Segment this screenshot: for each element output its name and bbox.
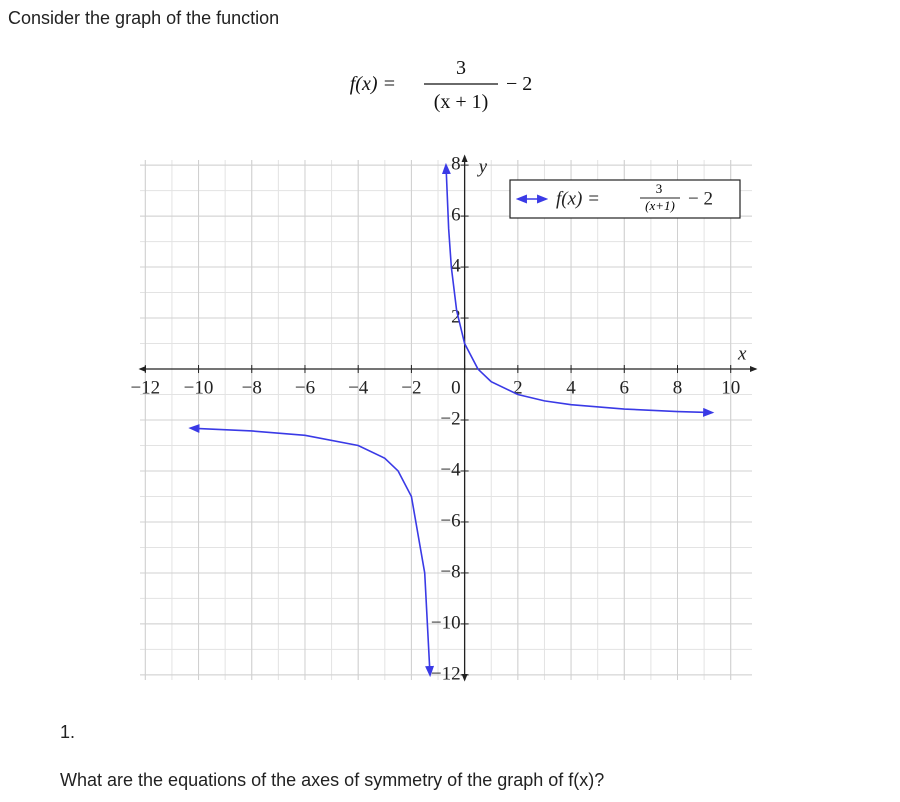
y-tick-label: 8 <box>451 153 461 174</box>
legend: f(x) = 3 (x+1) − 2 <box>509 179 741 219</box>
legend-numerator: 3 <box>656 181 663 196</box>
x-tick-label: 8 <box>673 377 683 398</box>
y-axis-label: y <box>477 156 488 177</box>
formula-numerator: 3 <box>456 57 466 79</box>
y-tick-label: −8 <box>440 561 460 582</box>
formula: f(x) = 3 (x + 1) − 2 <box>350 57 533 113</box>
function-curve <box>441 162 715 417</box>
question-text: What are the equations of the axes of sy… <box>60 770 604 790</box>
x-tick-label: −12 <box>130 377 160 398</box>
y-tick-label: −10 <box>431 612 461 633</box>
x-tick-label: −2 <box>401 377 421 398</box>
question-number: 1. <box>60 722 75 742</box>
legend-lhs: f(x) = <box>556 188 600 209</box>
x-tick-label: 10 <box>721 377 740 398</box>
x-tick-label: −10 <box>184 377 214 398</box>
x-tick-label: −4 <box>348 377 369 398</box>
y-tick-label: −2 <box>440 408 460 429</box>
formula-denominator: (x + 1) <box>434 91 489 113</box>
legend-denominator: (x+1) <box>645 198 675 213</box>
chart: −12 −10 −8 −6 −4 −2 0 2 4 6 8 10−12−10−8−6−4−22468x… <box>130 153 758 684</box>
x-tick-label: 4 <box>566 377 576 398</box>
legend-box <box>509 179 741 219</box>
formula-lhs: f(x) = <box>350 73 396 95</box>
formula-rest: − 2 <box>506 73 532 95</box>
function-curve <box>188 424 435 678</box>
x-tick-label: 0 <box>451 377 461 398</box>
legend-rest: − 2 <box>688 188 713 209</box>
x-axis-label: x <box>737 343 747 364</box>
intro-text: Consider the graph of the function <box>8 8 279 28</box>
y-tick-label: −4 <box>440 459 461 480</box>
x-tick-label: 6 <box>620 377 630 398</box>
x-tick-label: −6 <box>295 377 315 398</box>
x-tick-label: −8 <box>242 377 262 398</box>
y-tick-label: −12 <box>431 663 461 684</box>
y-tick-label: −6 <box>440 510 460 531</box>
y-tick-label: 6 <box>451 204 461 225</box>
